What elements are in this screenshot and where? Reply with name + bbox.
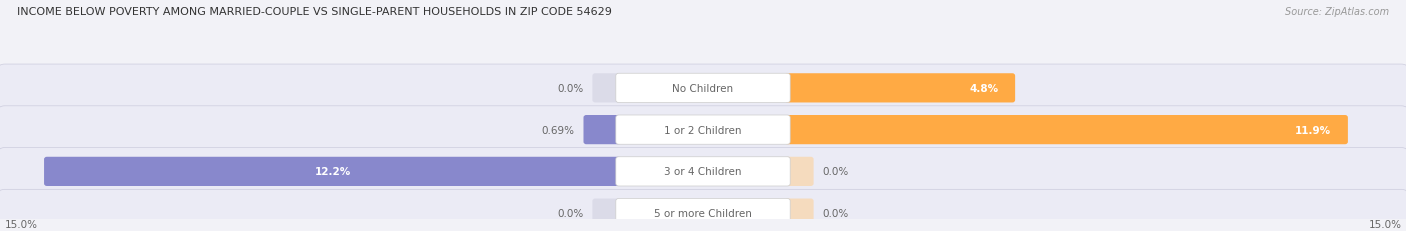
FancyBboxPatch shape (0, 189, 1406, 231)
Text: 4.8%: 4.8% (969, 83, 998, 94)
Text: 0.0%: 0.0% (823, 208, 849, 218)
Text: 12.2%: 12.2% (315, 167, 352, 177)
FancyBboxPatch shape (616, 116, 790, 145)
FancyBboxPatch shape (44, 157, 621, 186)
Text: 15.0%: 15.0% (1368, 219, 1402, 229)
Text: 0.69%: 0.69% (541, 125, 575, 135)
Text: 15.0%: 15.0% (4, 219, 38, 229)
Text: 11.9%: 11.9% (1295, 125, 1331, 135)
FancyBboxPatch shape (616, 74, 790, 103)
Text: 0.0%: 0.0% (557, 83, 583, 94)
Text: 3 or 4 Children: 3 or 4 Children (664, 167, 742, 177)
FancyBboxPatch shape (0, 148, 1406, 195)
Text: Source: ZipAtlas.com: Source: ZipAtlas.com (1285, 7, 1389, 17)
Text: 1 or 2 Children: 1 or 2 Children (664, 125, 742, 135)
FancyBboxPatch shape (592, 199, 621, 228)
FancyBboxPatch shape (0, 65, 1406, 112)
FancyBboxPatch shape (0, 106, 1406, 154)
FancyBboxPatch shape (592, 74, 621, 103)
FancyBboxPatch shape (616, 157, 790, 186)
Text: 0.0%: 0.0% (557, 208, 583, 218)
FancyBboxPatch shape (785, 157, 814, 186)
FancyBboxPatch shape (583, 116, 621, 145)
Text: 0.0%: 0.0% (823, 167, 849, 177)
FancyBboxPatch shape (785, 116, 1348, 145)
Text: No Children: No Children (672, 83, 734, 94)
Text: INCOME BELOW POVERTY AMONG MARRIED-COUPLE VS SINGLE-PARENT HOUSEHOLDS IN ZIP COD: INCOME BELOW POVERTY AMONG MARRIED-COUPL… (17, 7, 612, 17)
FancyBboxPatch shape (616, 199, 790, 228)
FancyBboxPatch shape (785, 199, 814, 228)
FancyBboxPatch shape (785, 74, 1015, 103)
Text: 5 or more Children: 5 or more Children (654, 208, 752, 218)
